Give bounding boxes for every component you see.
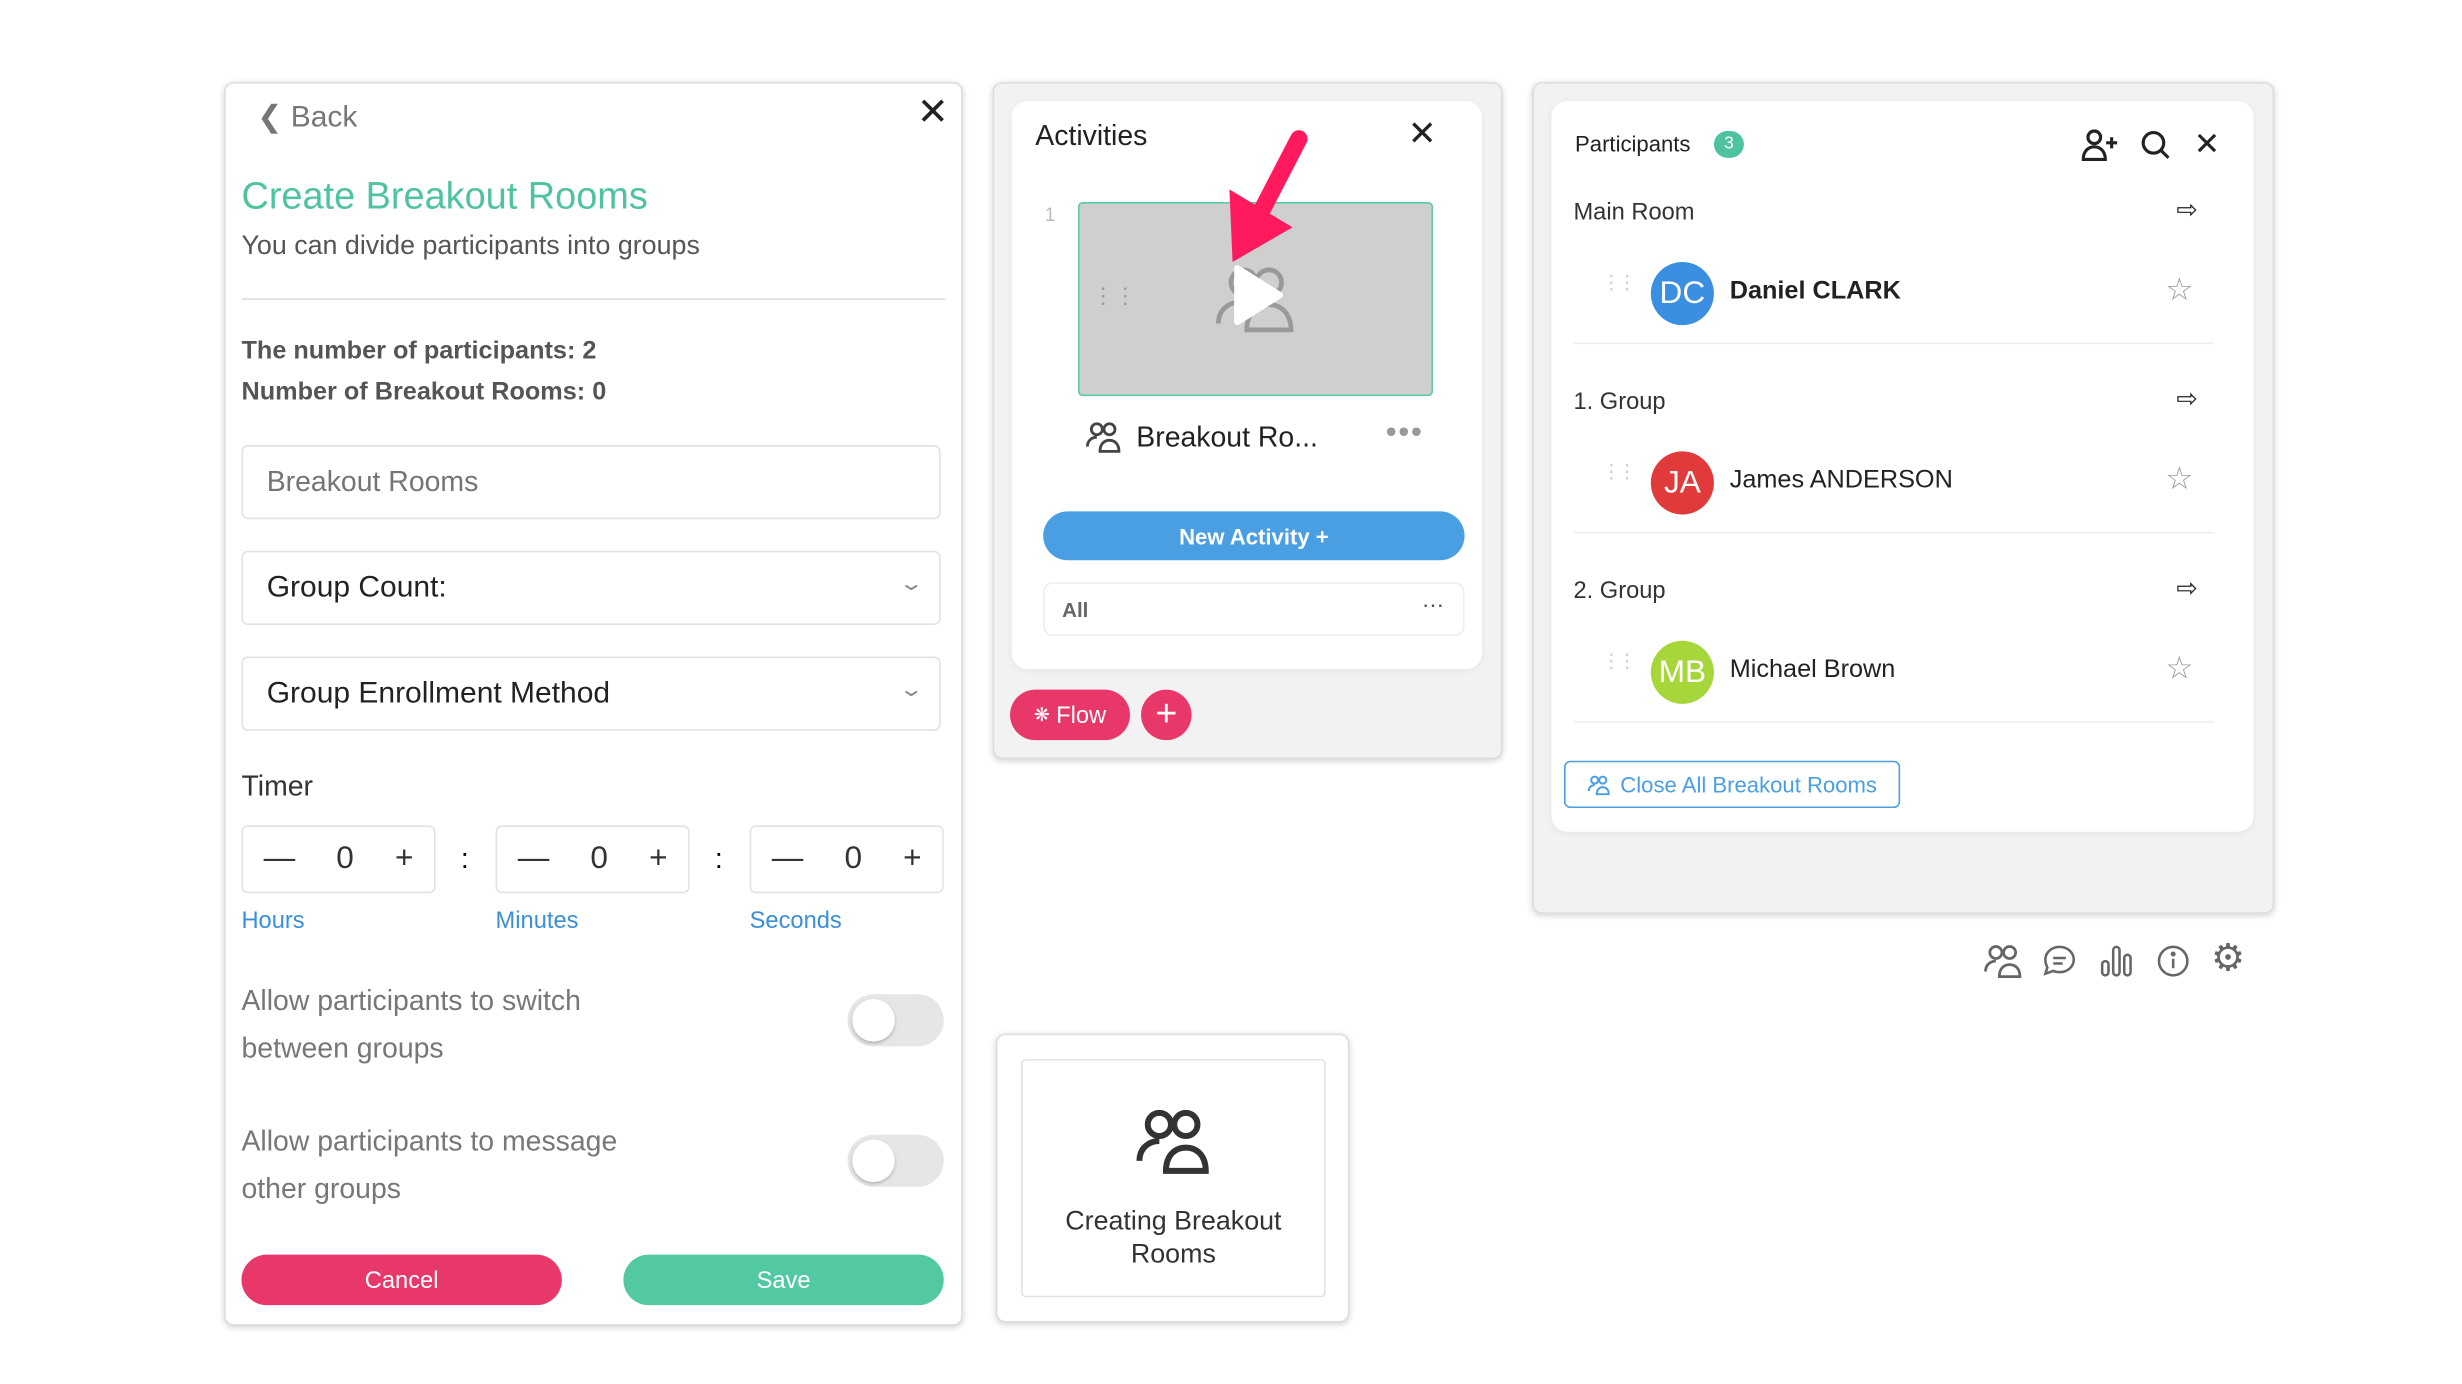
people-icon — [1085, 422, 1121, 453]
chevron-down-icon: ⌄ — [898, 677, 925, 701]
star-icon[interactable]: ☆ — [2165, 273, 2194, 308]
allow-message-toggle[interactable] — [847, 1134, 944, 1187]
more-options-icon[interactable]: ••• — [1385, 415, 1424, 450]
participant-row[interactable]: ⋮⋮ JA James ANDERSON ☆ — [1573, 437, 2215, 534]
activities-title: Activities — [1035, 119, 1148, 152]
activity-filter[interactable]: All ⋯ — [1043, 582, 1465, 637]
section-main-room: Main Room — [1573, 198, 1695, 226]
minutes-stepper[interactable]: —0 + — [495, 825, 690, 894]
allow-switch-label: Allow participants to switch between gro… — [241, 984, 581, 1064]
sparkle-icon: ❋ — [1033, 703, 1050, 726]
participants-card: Participants 3 ✕ Main Room ⇨ ⋮⋮ DC Danie… — [1551, 101, 2254, 832]
enter-room-icon[interactable]: ⇨ — [2176, 386, 2198, 414]
people-icon — [1136, 1109, 1209, 1174]
participant-row[interactable]: ⋮⋮ DC Daniel CLARK ☆ — [1573, 248, 2215, 345]
divider — [241, 298, 946, 300]
close-icon[interactable]: ✕ — [1407, 113, 1437, 154]
create-breakout-panel: ❮ Back ✕ Create Breakout Rooms You can d… — [224, 82, 963, 1326]
people-icon — [1587, 774, 1610, 795]
search-icon[interactable] — [2140, 129, 2172, 161]
close-all-breakout-button[interactable]: Close All Breakout Rooms — [1563, 760, 1901, 809]
cancel-button[interactable]: Cancel — [241, 1254, 562, 1306]
tooltip-card-outer: Creating Breakout Rooms — [995, 1033, 1350, 1323]
creating-breakout-card[interactable]: Creating Breakout Rooms — [1021, 1058, 1326, 1298]
participant-row[interactable]: ⋮⋮ MB Michael Brown ☆ — [1573, 627, 2215, 723]
allow-switch-toggle[interactable] — [847, 994, 944, 1047]
participants-title: Participants — [1575, 130, 1691, 157]
add-user-icon[interactable] — [2081, 129, 2120, 161]
chevron-left-icon: ❮ — [257, 101, 283, 135]
activities-panel: Activities ✕ 1 ⋮⋮ Breakout Ro... ••• New… — [992, 82, 1503, 760]
close-icon[interactable]: ✕ — [2193, 127, 2221, 163]
chart-icon[interactable] — [2097, 942, 2135, 980]
drag-handle-icon[interactable]: ⋮⋮ — [1092, 282, 1137, 308]
more-options-icon[interactable]: ⋯ — [1421, 591, 1445, 618]
close-icon[interactable]: ✕ — [916, 91, 949, 135]
enter-room-icon[interactable]: ⇨ — [2176, 197, 2198, 225]
activity-label[interactable]: Breakout Ro... — [1136, 421, 1318, 453]
flow-button[interactable]: ❋ Flow — [1010, 689, 1130, 741]
drag-handle-icon[interactable]: ⋮⋮ — [1601, 650, 1637, 673]
drag-handle-icon[interactable]: ⋮⋮ — [1601, 271, 1637, 294]
star-icon[interactable]: ☆ — [2165, 651, 2194, 687]
save-button[interactable]: Save — [623, 1254, 944, 1306]
avatar: DC — [1650, 261, 1714, 326]
participant-name: James ANDERSON — [1729, 467, 1953, 494]
participant-name: Daniel CLARK — [1729, 277, 1901, 305]
pointer-arrow — [1229, 130, 1308, 262]
timer-label: Timer — [241, 770, 314, 802]
seconds-label: Seconds — [749, 907, 842, 935]
participant-name: Michael Brown — [1729, 656, 1896, 684]
participants-panel: Participants 3 ✕ Main Room ⇨ ⋮⋮ DC Danie… — [1532, 82, 2275, 980]
plus-icon[interactable]: + — [394, 841, 414, 876]
avatar: JA — [1650, 451, 1714, 515]
drag-handle-icon[interactable]: ⋮⋮ — [1601, 460, 1637, 483]
activities-card: Activities ✕ 1 ⋮⋮ Breakout Ro... ••• New… — [1011, 101, 1482, 670]
avatar: MB — [1650, 640, 1714, 704]
minus-icon[interactable]: — — [771, 841, 804, 876]
star-icon[interactable]: ☆ — [2165, 462, 2194, 498]
new-activity-button[interactable]: New Activity + — [1043, 511, 1465, 561]
group-count-select[interactable]: Group Count: ⌄ — [241, 550, 941, 625]
enter-room-icon[interactable]: ⇨ — [2176, 576, 2198, 603]
seconds-stepper[interactable]: —0 + — [749, 825, 944, 894]
rooms-count: Number of Breakout Rooms: 0 — [241, 378, 607, 406]
count-badge: 3 — [1713, 130, 1744, 158]
info-icon[interactable] — [2154, 942, 2192, 980]
add-button[interactable]: + — [1141, 689, 1192, 741]
subtitle: You can divide participants into groups — [241, 230, 700, 261]
allow-message-label: Allow participants to message other grou… — [241, 1125, 618, 1205]
gear-icon[interactable]: ⚙ — [2211, 937, 2246, 981]
plus-icon[interactable]: + — [903, 841, 922, 876]
minutes-label: Minutes — [495, 907, 579, 935]
minus-icon[interactable]: — — [263, 841, 296, 876]
hours-stepper[interactable]: —0 + — [241, 825, 436, 894]
page-title: Create Breakout Rooms — [241, 175, 648, 218]
participants-count: The number of participants: 2 — [241, 337, 597, 365]
people-icon[interactable] — [1984, 942, 2022, 980]
enrollment-method-select[interactable]: Group Enrollment Method ⌄ — [241, 656, 941, 731]
minus-icon[interactable]: — — [517, 841, 550, 876]
back-button[interactable]: ❮ Back — [257, 101, 358, 135]
plus-icon[interactable]: + — [649, 841, 668, 876]
section-group-2: 2. Group — [1573, 577, 1666, 605]
hours-label: Hours — [241, 907, 305, 935]
chevron-down-icon: ⌄ — [898, 571, 925, 595]
section-group-1: 1. Group — [1573, 388, 1666, 416]
play-icon[interactable] — [1231, 264, 1285, 327]
chat-icon[interactable] — [2041, 942, 2079, 980]
breakout-name-input[interactable] — [241, 445, 941, 520]
